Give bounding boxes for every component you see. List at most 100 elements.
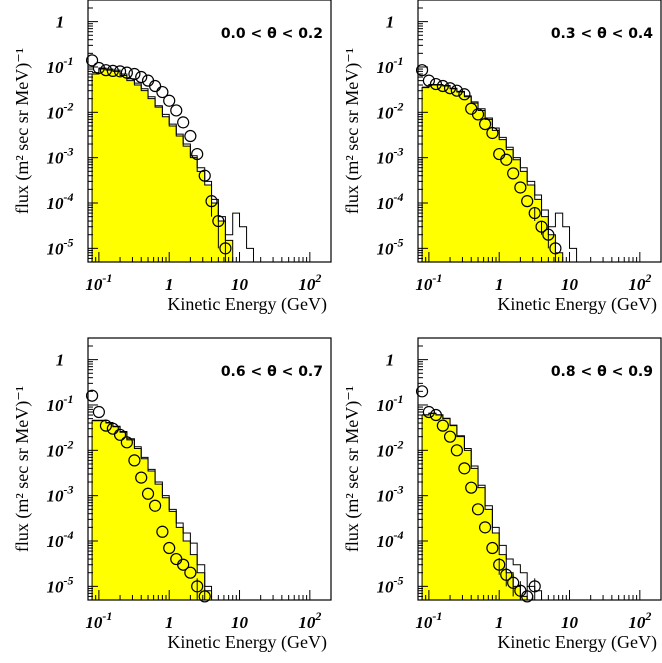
x-tick-label: 1	[495, 275, 504, 294]
data-point	[478, 521, 492, 534]
data-point	[514, 181, 527, 194]
x-tick-label: 10	[561, 613, 579, 632]
x-tick-label: 1	[495, 613, 504, 632]
data-point	[465, 481, 478, 494]
y-axis-title: flux (m² sec sr MeV)⁻¹	[342, 386, 363, 552]
x-tick-label: 10-1	[415, 609, 442, 632]
x-tick-label: 10	[561, 275, 579, 294]
filled-histogram	[92, 69, 233, 262]
plot-frame	[87, 0, 332, 263]
y-tick-label: 10-5	[47, 573, 74, 596]
step-histogram	[92, 67, 254, 262]
panel-label: 0.3 < θ < 0.4	[551, 26, 653, 42]
plot-frame	[417, 337, 662, 601]
data-point	[415, 385, 429, 398]
y-tick-label: 10-1	[47, 392, 74, 415]
panel-2: 10-1 1 10 102 1 10-1 10-2 10-3 10-4 10-5 Kinetic E…	[342, 0, 662, 315]
y-tick-label: 10-1	[377, 392, 404, 415]
y-tick-label: 10-3	[377, 145, 404, 168]
plot-frame	[417, 0, 662, 263]
data-point	[458, 462, 471, 475]
data-point	[521, 195, 534, 208]
data-point	[535, 220, 548, 233]
data-point	[422, 405, 435, 419]
data-point	[128, 454, 141, 467]
y-tick-label: 1	[56, 13, 65, 32]
data-point	[191, 580, 204, 593]
data-point	[500, 153, 513, 166]
data-point	[486, 541, 499, 555]
data-point	[415, 64, 429, 77]
data-point	[429, 408, 443, 422]
y-tick-label: 10-4	[47, 190, 74, 213]
data-point	[170, 104, 183, 117]
y-tick-label: 10-2	[47, 437, 74, 460]
data-point	[148, 79, 162, 93]
x-tick-label: 102	[298, 271, 321, 294]
y-tick-label: 10-5	[47, 235, 74, 258]
y-tick-label: 10-4	[377, 528, 404, 551]
y-axis-title: flux (m² sec sr MeV)⁻¹	[12, 386, 33, 552]
x-tick-label: 10	[231, 613, 249, 632]
data-point	[141, 74, 155, 87]
x-tick-label: 102	[298, 609, 321, 632]
data-point	[507, 576, 520, 589]
data-point	[92, 405, 105, 419]
data-point	[135, 70, 148, 84]
panel-label: 0.8 < θ < 0.9	[551, 364, 653, 380]
data-point	[85, 54, 99, 67]
filled-histogram	[422, 413, 528, 600]
data-point	[184, 129, 197, 143]
data-point	[106, 422, 119, 435]
data-point	[99, 419, 113, 432]
data-point	[486, 126, 499, 140]
data-point	[135, 471, 148, 484]
data-point	[507, 167, 520, 180]
data-point	[163, 94, 176, 107]
y-tick-label: 1	[56, 351, 65, 370]
data-point	[120, 436, 133, 449]
data-point	[450, 84, 463, 97]
data-point	[436, 79, 449, 93]
data-point	[205, 195, 218, 208]
data-point	[471, 108, 485, 121]
y-tick-label: 10-4	[377, 190, 404, 213]
panel-label: 0.6 < θ < 0.7	[221, 364, 323, 380]
x-axis-title: Kinetic Energy (GeV)	[497, 294, 657, 315]
y-tick-label: 10-2	[377, 99, 404, 122]
panel-3: 10-1 1 10 102 1 10-1 10-2 10-3 10-4 10-5 Kinetic E…	[12, 337, 332, 653]
data-point	[113, 428, 127, 441]
x-axis-title: Kinetic Energy (GeV)	[167, 294, 327, 315]
data-point	[120, 66, 133, 79]
data-point	[141, 487, 155, 500]
data-point	[128, 67, 141, 81]
data-point	[219, 242, 232, 255]
x-tick-label: 102	[628, 609, 651, 632]
x-tick-label: 10-1	[85, 271, 112, 294]
data-point	[436, 419, 449, 432]
data-point	[528, 206, 541, 220]
data-point	[422, 74, 435, 87]
y-tick-label: 10-2	[377, 437, 404, 460]
x-tick-label: 10	[231, 275, 249, 294]
step-histogram	[422, 412, 549, 601]
x-tick-label: 1	[165, 613, 174, 632]
y-tick-label: 10-1	[47, 54, 74, 77]
data-point	[163, 541, 176, 555]
y-tick-label: 1	[386, 351, 395, 370]
data-point	[443, 430, 457, 443]
data-point	[113, 65, 127, 78]
y-tick-label: 1	[386, 13, 395, 32]
data-point	[500, 568, 513, 581]
y-tick-label: 10-5	[377, 235, 404, 258]
data-point	[458, 88, 471, 101]
data-point	[198, 590, 211, 603]
y-tick-label: 10-3	[47, 483, 74, 506]
data-point	[184, 566, 197, 579]
data-point	[443, 82, 457, 95]
plot-frame	[87, 337, 332, 601]
step-histogram	[422, 84, 578, 262]
x-tick-label: 10-1	[415, 271, 442, 294]
y-tick-label: 10-1	[377, 54, 404, 77]
